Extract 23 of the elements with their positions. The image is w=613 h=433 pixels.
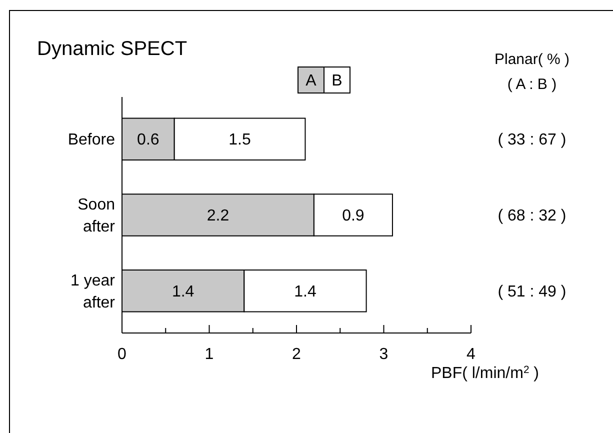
x-axis-title: PBF( l/min/m$^{2}$ ) — [430, 364, 540, 382]
chart-title: Dynamic SPECT — [37, 38, 188, 60]
text: Planar( % ) — [494, 51, 570, 68]
data-label: 1.4 — [172, 283, 194, 300]
text: ( 51 : 49 ) — [498, 283, 566, 300]
text: ( A : B ) — [507, 76, 557, 93]
text: ( 68 : 32 ) — [498, 208, 566, 225]
x-tick-label: 4 — [466, 346, 476, 363]
y-tick-label: Before — [68, 132, 116, 149]
text: B — [332, 72, 342, 90]
x-tick-label: 3 — [379, 346, 388, 363]
y-tick-label: 1 year after — [70, 272, 116, 312]
data-label: 0.6 — [137, 132, 160, 149]
data-label: 1.4 — [294, 283, 316, 300]
text: A — [306, 72, 317, 90]
x-tick-label: 1 — [204, 346, 214, 363]
x-tick-label: 2 — [292, 346, 302, 363]
text: ( 33 : 67 ) — [498, 132, 566, 149]
x-tick-label: 0 — [118, 346, 127, 363]
y-tick-label: Soon after — [78, 196, 116, 236]
data-label: 0.9 — [342, 208, 364, 225]
data-label: 1.5 — [228, 132, 252, 149]
data-label: 2.2 — [206, 208, 230, 225]
